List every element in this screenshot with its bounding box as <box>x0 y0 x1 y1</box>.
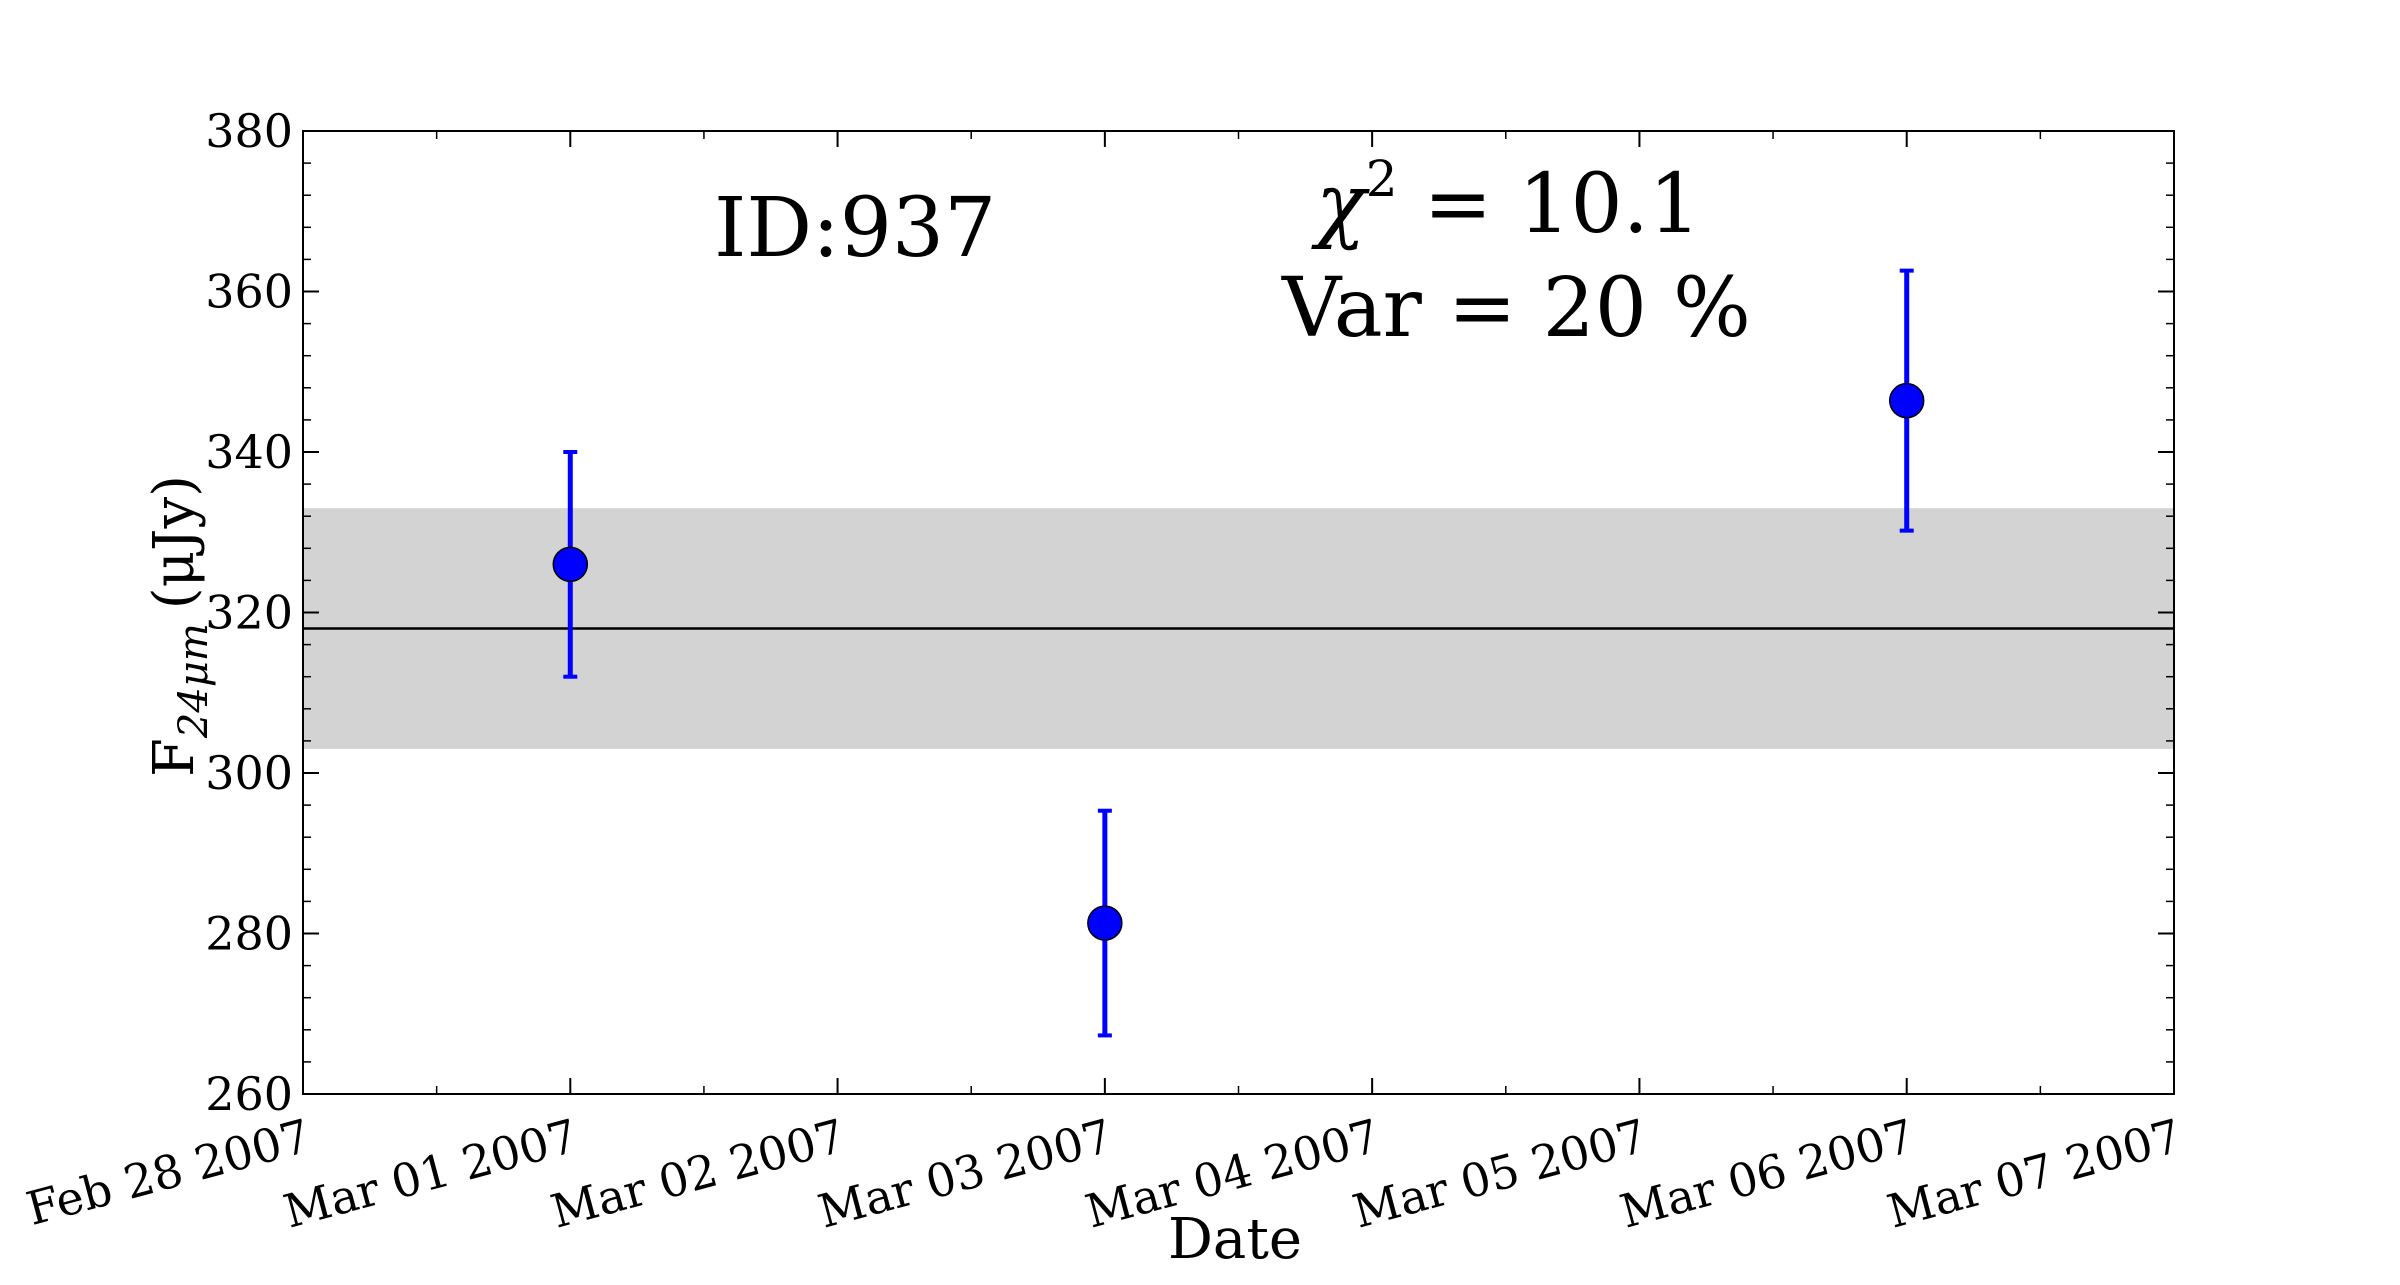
x-tick-label: Mar 03 2007 <box>813 1108 1118 1238</box>
x-tick-label: Mar 01 2007 <box>278 1108 583 1238</box>
y-tick-label: 300 <box>205 746 293 800</box>
data-points-layer <box>552 268 1925 1038</box>
y-tick-label: 340 <box>205 425 293 479</box>
x-tick-label: Feb 28 2007 <box>21 1108 316 1235</box>
chi-value: = 10.1 <box>1398 157 1701 252</box>
y-axis-label-unit: (μJy) <box>142 475 207 609</box>
y-tick-label: 260 <box>205 1067 293 1121</box>
y-axis-label: F24μm (μJy) <box>142 475 217 777</box>
x-axis-label: Date <box>1168 1207 1302 1272</box>
x-tick-label: Mar 06 2007 <box>1614 1108 1919 1238</box>
y-axis-label-subscript: 24μm <box>171 623 217 739</box>
id-annotation: ID:937 <box>714 181 996 276</box>
chi-symbol: χ <box>1311 157 1370 252</box>
data-point <box>552 546 589 583</box>
y-tick-label: 360 <box>205 265 293 319</box>
data-point <box>1087 905 1123 941</box>
chi-exponent: 2 <box>1366 150 1398 208</box>
data-point <box>1888 382 1925 419</box>
variability-annotation: Var = 20 % <box>1281 261 1751 356</box>
plot-frame <box>302 130 2175 1095</box>
x-tick-label: Mar 02 2007 <box>545 1108 850 1238</box>
y-tick-label: 380 <box>205 104 293 158</box>
y-axis-label-main: F <box>142 738 207 777</box>
x-tick-label: Mar 07 2007 <box>1882 1108 2187 1238</box>
y-tick-label: 320 <box>205 586 293 640</box>
y-tick-labels: 260 280 300 320 340 360 380 <box>205 104 293 1121</box>
x-tick-label: Mar 05 2007 <box>1347 1108 1652 1238</box>
chi-squared-annotation: χ2 = 10.1 <box>1311 150 1701 252</box>
y-tick-label: 280 <box>205 907 293 961</box>
